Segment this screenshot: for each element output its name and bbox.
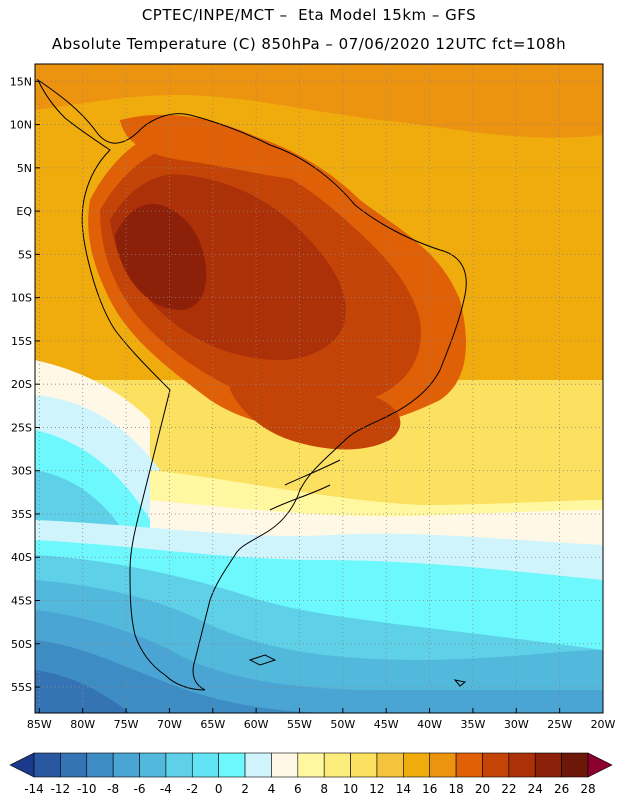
colorbar-label: 28 — [580, 782, 595, 796]
axis-ticks: 15N 10N 5N EQ 5S 10S 15S 20S 25S 30S 35S 40S 45S 50S 5… — [10, 75, 616, 731]
map-title-line1: CPTEC/INPE/MCT – Eta Model 15km – GFS — [141, 6, 477, 24]
colorbar-label: 2 — [241, 782, 249, 796]
colorbar-label: 22 — [501, 782, 516, 796]
colorbar-label: 16 — [422, 782, 437, 796]
colorbar-max-arrow — [587, 752, 613, 778]
temp-region-peru-bolivia — [115, 204, 207, 310]
colorbar-swatch — [297, 752, 325, 778]
south-georgia — [453, 679, 467, 687]
colorbar-swatch — [139, 752, 167, 778]
colorbar-label: -14 — [24, 782, 44, 796]
lat-label: 35S — [11, 508, 32, 521]
coastlines — [36, 78, 467, 691]
colorbar-swatch — [244, 752, 272, 778]
colorbar-swatch — [455, 752, 483, 778]
lon-label: 45W — [374, 718, 399, 731]
lat-label: 30S — [11, 465, 32, 478]
colorbar-swatch — [218, 752, 246, 778]
colorbar-swatch — [482, 752, 510, 778]
temperature-field — [35, 64, 603, 713]
colorbar-label: 24 — [528, 782, 543, 796]
lon-label: 75W — [114, 718, 139, 731]
colorbar-label: -6 — [134, 782, 146, 796]
colorbar: -14 -12 -10 -8 -6 -4 -2 0 2 4 6 8 10 12 14 16 18 20 22 24 26… — [9, 752, 613, 796]
temp-region-south-brazil — [230, 370, 401, 450]
colorbar-label: -10 — [77, 782, 97, 796]
lon-label: 85W — [27, 718, 52, 731]
colorbar-label: 26 — [554, 782, 569, 796]
lat-label: 10S — [11, 292, 32, 305]
colorbar-swatch — [112, 752, 140, 778]
colorbar-swatch — [561, 752, 589, 778]
colorbar-label: 18 — [448, 782, 463, 796]
lon-label: 20W — [591, 718, 616, 731]
lon-label: 80W — [70, 718, 95, 731]
colorbar-swatch — [534, 752, 562, 778]
colorbar-min-arrow — [9, 752, 35, 778]
colorbar-label: 20 — [475, 782, 490, 796]
colorbar-label: 10 — [343, 782, 358, 796]
temp-region-north-atlantic — [35, 64, 603, 138]
colorbar-label: 0 — [215, 782, 223, 796]
rio-de-la-plata — [269, 459, 341, 511]
colorbar-swatch — [429, 752, 457, 778]
temp-region-northern-coast — [120, 114, 300, 180]
lat-label: EQ — [16, 205, 32, 218]
colorbar-label: 6 — [294, 782, 302, 796]
colorbar-swatch — [33, 752, 61, 778]
lon-label: 40W — [417, 718, 442, 731]
colorbar-swatch — [323, 752, 351, 778]
lon-label: 50W — [330, 718, 355, 731]
colorbar-swatch — [403, 752, 431, 778]
lon-label: 55W — [287, 718, 312, 731]
colorbar-swatch — [376, 752, 404, 778]
colorbar-label: 14 — [396, 782, 411, 796]
colorbar-swatch — [508, 752, 536, 778]
temp-region-drake-cold — [35, 670, 130, 713]
colorbar-swatch — [271, 752, 299, 778]
colorbar-label: 4 — [268, 782, 276, 796]
lon-label: 70W — [157, 718, 182, 731]
lat-label: 45S — [11, 595, 32, 608]
colorbar-label: 8 — [320, 782, 328, 796]
colorbar-swatch — [165, 752, 193, 778]
graticule — [35, 64, 604, 713]
colorbar-label: -8 — [107, 782, 119, 796]
lat-label: 40S — [11, 551, 32, 564]
lat-label: 5S — [18, 248, 32, 261]
lat-label: 20S — [11, 378, 32, 391]
lat-label: 5N — [17, 162, 32, 175]
map-title-line2: Absolute Temperature (C) 850hPa – 07/06/… — [51, 35, 567, 53]
colorbar-label: -2 — [186, 782, 198, 796]
lon-label: 30W — [504, 718, 529, 731]
colorbar-swatch — [191, 752, 219, 778]
colorbar-swatch — [350, 752, 378, 778]
lat-label: 50S — [11, 638, 32, 651]
lat-label: 55S — [11, 681, 32, 694]
lat-label: 15N — [10, 75, 32, 88]
colorbar-swatch — [86, 752, 114, 778]
map-frame — [34, 63, 604, 714]
colorbar-swatch — [60, 752, 88, 778]
temp-region-drake — [35, 640, 340, 713]
lat-label: 25S — [11, 421, 32, 434]
lat-label: 15S — [11, 335, 32, 348]
south-america-coastline — [36, 78, 467, 691]
colorbar-label: -12 — [51, 782, 71, 796]
colorbar-label: 12 — [369, 782, 384, 796]
colorbar-label: -4 — [160, 782, 172, 796]
lon-label: 35W — [460, 718, 485, 731]
lat-label: 10N — [10, 119, 32, 132]
lon-label: 25W — [547, 718, 572, 731]
falkland-islands — [248, 654, 277, 666]
lon-label: 65W — [200, 718, 225, 731]
lon-label: 60W — [244, 718, 269, 731]
